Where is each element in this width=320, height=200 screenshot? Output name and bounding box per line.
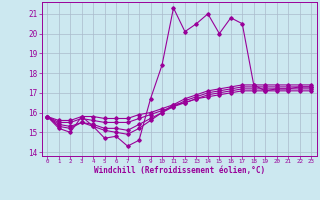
X-axis label: Windchill (Refroidissement éolien,°C): Windchill (Refroidissement éolien,°C) (94, 166, 265, 175)
